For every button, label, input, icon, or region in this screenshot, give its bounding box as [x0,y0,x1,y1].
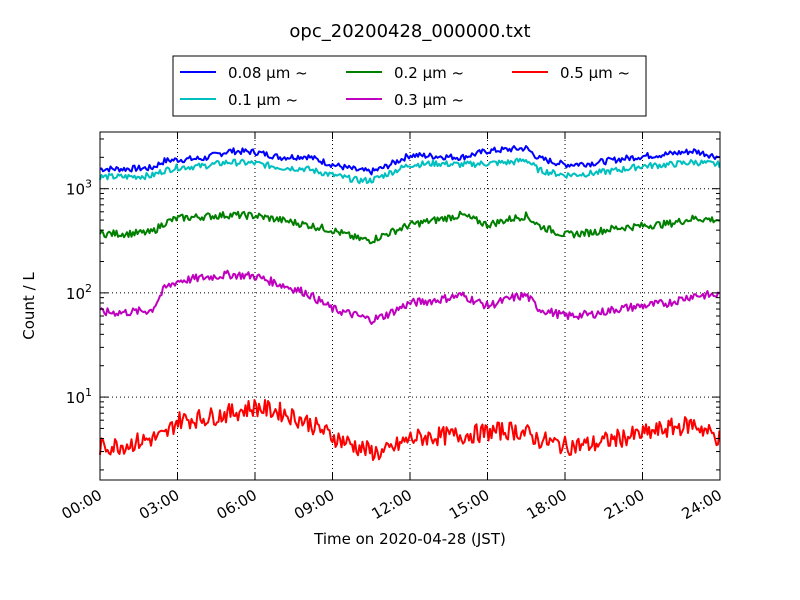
y-axis-label: Count / L [20,272,38,340]
axis-ticks [99,132,721,480]
x-tick-label: 18:00 [524,486,570,523]
x-tick-label: 15:00 [446,486,492,523]
legend-label: 0.3 µm ~ [394,91,464,109]
series-lines [99,145,721,461]
legend-label: 0.1 µm ~ [228,91,298,109]
y-tick-label: 101 [66,386,92,407]
series-line [99,269,721,325]
chart-title: opc_20200428_000000.txt [289,21,530,42]
x-tick-label: 06:00 [214,486,260,523]
legend-label: 0.08 µm ~ [228,64,308,82]
x-tick-label: 24:00 [679,486,725,523]
legend-label: 0.5 µm ~ [560,64,630,82]
series-line [99,399,721,461]
x-tick-label: 21:00 [601,486,647,523]
x-tick-label: 12:00 [369,486,415,523]
legend-label: 0.2 µm ~ [394,64,464,82]
series-line [99,145,720,176]
series-line [99,210,720,245]
plot-area [99,131,721,481]
legend: 0.08 µm ~ 0.1 µm ~ 0.2 µm ~ 0.3 µm ~ 0.5 µm … [172,55,647,117]
series-line [99,157,721,185]
y-tick-labels: 101 102 103 [66,178,92,407]
y-tick-label: 103 [66,178,92,199]
x-tick-label: 00:00 [59,486,105,523]
x-tick-label: 03:00 [136,486,182,523]
x-axis-label: Time on 2020-04-28 (JST) [313,530,506,548]
y-tick-label: 102 [66,282,92,303]
legend-box [172,55,647,117]
grid-lines [100,132,720,480]
x-tick-labels: 00:00 03:00 06:00 09:00 12:00 15:00 18:00 21:00… [59,486,725,523]
x-tick-label: 09:00 [291,486,337,523]
